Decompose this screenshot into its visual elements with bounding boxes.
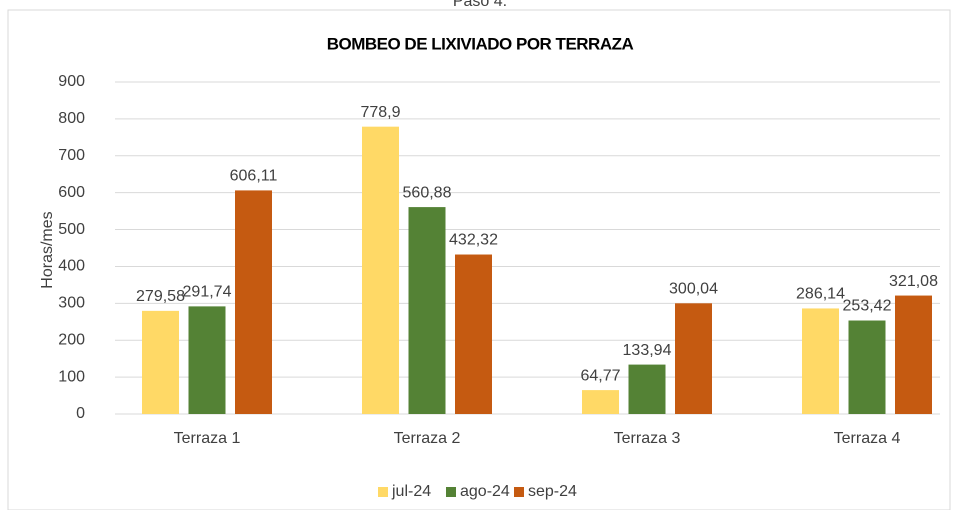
bar: [142, 310, 179, 414]
x-tick-label: Terraza 1: [174, 430, 241, 447]
y-tick-label: 0: [76, 405, 85, 422]
data-label: 286,14: [796, 286, 845, 303]
bar: [848, 320, 886, 414]
y-tick-label: 100: [58, 368, 85, 385]
y-tick-label: 700: [58, 147, 85, 164]
data-label: 253,42: [843, 298, 892, 315]
y-tick-label: 900: [58, 73, 85, 90]
y-tick-label: 500: [58, 221, 85, 238]
bar: [362, 126, 399, 414]
data-label: 321,08: [889, 273, 938, 290]
y-tick-label: 200: [58, 331, 85, 348]
y-tick-label: 600: [58, 184, 85, 201]
chart-title: BOMBEO DE LIXIVIADO POR TERRAZA: [327, 34, 634, 53]
bar: [235, 190, 272, 414]
data-label: 778,9: [360, 104, 400, 121]
data-label: 64,77: [580, 367, 620, 384]
bar: [582, 390, 619, 414]
legend-swatch: [446, 487, 456, 497]
bar: [895, 295, 932, 414]
data-label: 560,88: [403, 184, 452, 201]
bar: [188, 306, 226, 414]
data-label: 606,11: [230, 168, 278, 185]
x-tick-label: Terraza 3: [614, 430, 681, 447]
legend-swatch: [378, 487, 388, 497]
legend-swatch: [514, 487, 524, 497]
header: Paso 4.: [453, 0, 507, 10]
bar: [628, 364, 666, 414]
bar: [455, 254, 492, 414]
bar: [802, 308, 839, 414]
bar: [408, 207, 446, 414]
y-tick-label: 300: [58, 295, 85, 312]
data-label: 300,04: [669, 281, 718, 298]
data-label: 432,32: [449, 232, 498, 249]
x-tick-label: Terraza 2: [394, 430, 461, 447]
bar: [675, 303, 712, 414]
data-label: 291,74: [183, 284, 232, 301]
legend-label: ago-24: [460, 483, 510, 500]
data-label: 279,58: [136, 288, 185, 305]
y-tick-label: 400: [58, 258, 85, 275]
y-tick-label: 800: [58, 110, 85, 127]
x-tick-label: Terraza 4: [834, 430, 901, 447]
data-label: 133,94: [623, 342, 672, 359]
legend-label: sep-24: [528, 483, 577, 500]
legend-label: jul-24: [391, 483, 431, 500]
y-axis-title: Horas/mes: [39, 211, 56, 288]
